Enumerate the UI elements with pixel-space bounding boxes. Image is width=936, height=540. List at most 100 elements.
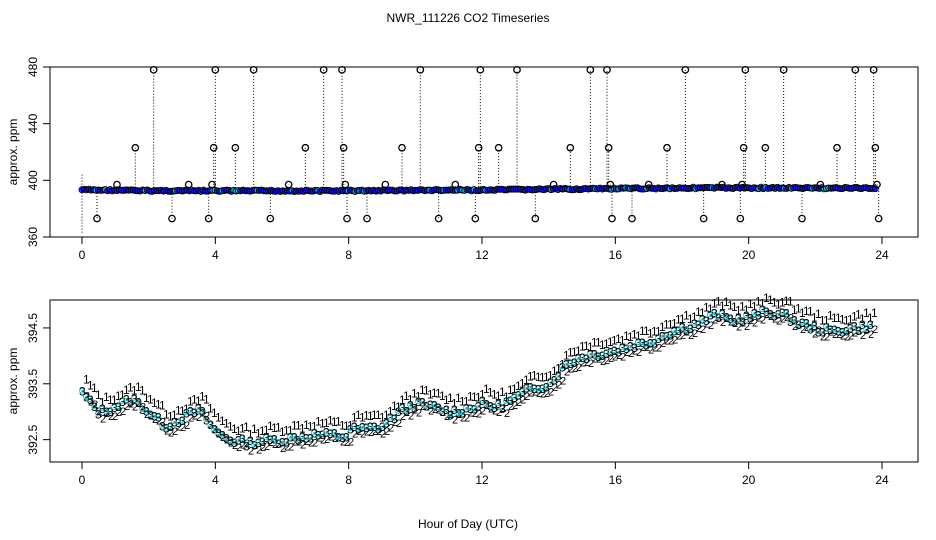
series-point [83, 393, 89, 400]
marker-3: 3 [215, 426, 222, 440]
marker-2: 2 [276, 439, 282, 451]
marker-3: 3 [407, 399, 414, 413]
marker-1: 1 [867, 311, 874, 325]
marker-3: 3 [839, 326, 846, 340]
marker-1: 1 [723, 295, 730, 309]
series-point [119, 397, 125, 404]
series-point [115, 403, 121, 410]
marker-2: 2 [348, 436, 354, 448]
marker-1: 1 [811, 311, 818, 325]
marker-3: 3 [115, 400, 122, 414]
marker-1: 1 [863, 306, 870, 320]
marker-1: 1 [563, 348, 570, 362]
marker-1: 1 [559, 358, 566, 372]
series-point [663, 332, 669, 339]
series-point [295, 436, 301, 443]
outlier-point [338, 65, 346, 74]
marker-3: 3 [343, 430, 350, 444]
marker-2: 2 [404, 407, 410, 419]
marker-3: 3 [563, 358, 570, 372]
marker-1: 1 [107, 393, 114, 407]
marker-3: 3 [591, 348, 598, 362]
series-point [811, 321, 817, 328]
outlier-point [381, 180, 390, 189]
outlier-point [606, 180, 615, 189]
marker-1: 1 [671, 317, 678, 331]
outlier-point [628, 214, 636, 223]
marker-3: 3 [299, 430, 306, 444]
marker-3: 3 [739, 315, 746, 329]
marker-3: 3 [711, 306, 718, 320]
series-point [667, 331, 673, 338]
marker-3: 3 [279, 435, 286, 449]
series-point [467, 405, 473, 411]
series-point [443, 406, 449, 413]
y-axis-label: approx. ppm [6, 348, 20, 415]
marker-1: 1 [447, 391, 454, 405]
marker-2: 2 [540, 388, 546, 400]
marker-3: 3 [211, 423, 218, 437]
marker-1: 1 [175, 403, 182, 417]
marker-2: 2 [304, 436, 310, 448]
marker-2: 2 [820, 331, 826, 343]
marker-3: 3 [599, 349, 606, 363]
marker-3: 3 [399, 401, 406, 415]
marker-1: 1 [315, 414, 322, 428]
marker-3: 3 [791, 314, 798, 328]
marker-1: 1 [207, 401, 214, 415]
marker-1: 1 [111, 393, 118, 407]
marker-2: 2 [176, 421, 182, 433]
marker-2: 2 [716, 312, 722, 324]
marker-1: 1 [155, 397, 162, 411]
marker-3: 3 [203, 413, 210, 427]
series-point [95, 410, 101, 417]
marker-3: 3 [455, 407, 462, 421]
marker-2: 2 [516, 397, 522, 409]
marker-1: 1 [847, 312, 854, 326]
series-point [563, 360, 569, 367]
marker-2: 2 [688, 330, 694, 342]
series-point [863, 326, 869, 332]
marker-1: 1 [519, 377, 526, 391]
marker-3: 3 [295, 434, 302, 448]
marker-3: 3 [611, 344, 618, 358]
marker-3: 3 [427, 398, 434, 412]
marker-3: 3 [859, 318, 866, 332]
marker-1: 1 [123, 383, 130, 397]
marker-2: 2 [144, 409, 150, 421]
y-tick-label: 360 [26, 227, 40, 247]
marker-1: 1 [323, 416, 330, 430]
marker-2: 2 [760, 314, 766, 326]
marker-1: 1 [631, 327, 638, 341]
marker-3: 3 [587, 348, 594, 362]
series-point [799, 318, 805, 325]
series-point [499, 404, 505, 411]
series-point [515, 391, 521, 398]
marker-1: 1 [663, 318, 670, 332]
marker-1: 1 [491, 388, 498, 402]
marker-1: 1 [231, 422, 238, 436]
marker-2: 2 [324, 434, 330, 446]
series-point [239, 435, 245, 442]
marker-1: 1 [311, 420, 318, 434]
marker-3: 3 [579, 351, 586, 365]
marker-1: 1 [287, 424, 294, 438]
outlier-point [476, 65, 485, 74]
marker-1: 1 [691, 310, 698, 324]
marker-1: 1 [823, 313, 830, 327]
marker-2: 2 [696, 323, 702, 335]
series-point [459, 409, 465, 416]
outlier-point [451, 180, 460, 189]
marker-3: 3 [439, 405, 446, 419]
outlier-point [608, 214, 616, 223]
series-point [451, 406, 457, 412]
marker-3: 3 [523, 382, 530, 396]
marker-1: 1 [699, 306, 706, 320]
series-point [223, 434, 229, 441]
marker-1: 1 [115, 389, 122, 403]
series-point [491, 403, 497, 410]
series-point [143, 407, 149, 414]
marker-2: 2 [244, 438, 250, 450]
outlier-point [681, 65, 690, 74]
series-point [331, 429, 337, 436]
